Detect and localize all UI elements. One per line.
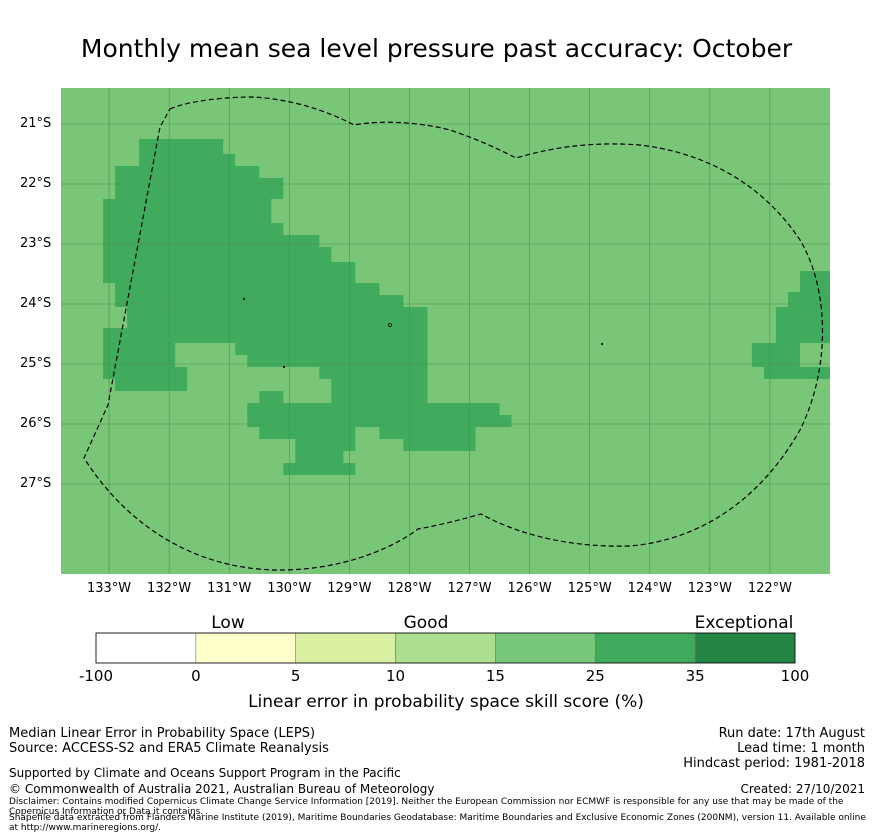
skill-cell [247,355,428,367]
colorbar-tick-label: 25 [585,667,605,685]
skill-cell [103,328,428,343]
legend-category-exceptional: Exceptional [694,613,794,633]
skill-cell [103,235,320,247]
skill-cell [115,295,404,307]
skill-cell [103,223,284,235]
footer-created: Created: 27/10/2021 [740,782,865,796]
skill-cell [103,367,188,379]
skill-cell [115,283,380,295]
colorbar-segment [195,632,297,664]
skill-cell [751,343,800,367]
skill-cell [319,367,428,379]
lon-tick-label: 132°W [147,581,192,596]
page-title: Monthly mean sea level pressure past acc… [80,34,793,63]
map-gridlines [61,88,830,574]
lon-tick-label: 127°W [447,581,492,596]
skill-cell [379,427,476,439]
colorbar-tick-label: 10 [386,667,406,685]
lat-tick-label: 27°S [20,476,52,491]
lon-tick-label: 133°W [86,581,132,596]
lon-tick-label: 124°W [627,581,672,596]
footer-method: Median Linear Error in Probability Space… [9,726,316,741]
skill-region-cells [103,139,830,475]
lat-tick-label: 25°S [20,356,52,371]
footer-hindcast: Hindcast period: 1981-2018 [683,756,865,771]
lon-tick-label: 131°W [207,581,252,596]
skill-cell [115,379,188,391]
skill-cell [127,307,428,328]
colorbar-segment [295,632,396,664]
skill-cell [259,427,356,439]
footer-source: Source: ACCESS-S2 and ERA5 Climate Reana… [9,741,329,756]
lat-tick-label: 22°S [20,176,52,191]
colorbar-tick-label: 35 [685,667,705,685]
island [282,365,286,369]
skill-cell [775,307,830,343]
lat-tick-label: 23°S [20,236,52,251]
colorbar-segment [694,632,796,664]
eez-boundary [83,96,824,571]
skill-cell [259,391,284,403]
legend-axis-title: Linear error in probability space skill … [248,692,644,712]
footer-lead-time: Lead time: 1 month [737,741,865,756]
lat-tick-label: 21°S [20,116,52,131]
skill-cell [403,439,476,451]
lon-tick-label: 125°W [567,581,612,596]
skill-cell [115,178,284,199]
skill-cell [763,367,830,379]
footer-run-date: Run date: 17th August [718,726,865,741]
colorbar-tick-label: 100 [780,667,810,685]
skill-cell [247,415,512,427]
footer-support: Supported by Climate and Oceans Support … [9,766,401,780]
skill-cell [103,247,332,262]
colorbar-tick-label: 5 [290,667,301,685]
islands [242,297,604,369]
lon-tick-label: 130°W [267,581,312,596]
island [600,342,604,346]
lon-tick-label: 129°W [327,581,372,596]
skill-cell [295,451,344,463]
legend-category-low: Low [211,613,245,633]
skill-cell [115,166,260,178]
skill-cell [103,343,176,367]
skill-cell [283,463,356,475]
lat-tick-label: 26°S [20,416,52,431]
footer-disclaimer: Disclaimer: Contains modified Copernicus… [9,797,844,817]
footer-copyright: © Commonwealth of Australia 2021, Austra… [9,782,435,796]
lon-tick-label: 122°W [747,581,793,596]
footer-shapefile-credit: Shapefile data extracted from Flanders M… [9,813,866,833]
skill-cell [799,271,830,292]
skill-cell [295,439,356,451]
island [242,297,246,301]
lon-tick-label: 123°W [687,581,732,596]
colorbar-segment [395,632,496,664]
skill-cell [139,139,224,154]
colorbar-tick-label: -100 [78,667,114,685]
skill-cell [235,343,428,355]
island [388,323,392,327]
skill-cell [247,403,500,415]
lon-tick-label: 128°W [387,581,432,596]
legend-colorbar [95,632,796,664]
lat-tick-label: 24°S [20,296,52,311]
skill-cell [103,199,272,223]
colorbar-tick-label: 0 [191,667,201,685]
colorbar-segment [594,632,696,664]
legend-category-good: Good [403,613,449,633]
colorbar-outline [95,632,796,664]
skill-cell [331,379,428,403]
lon-tick-label: 126°W [507,581,552,596]
colorbar-segment [95,632,197,664]
skill-cell [139,154,236,166]
skill-cell [787,292,830,307]
colorbar-segment [495,632,596,664]
colorbar-tick-label: 15 [485,667,505,685]
